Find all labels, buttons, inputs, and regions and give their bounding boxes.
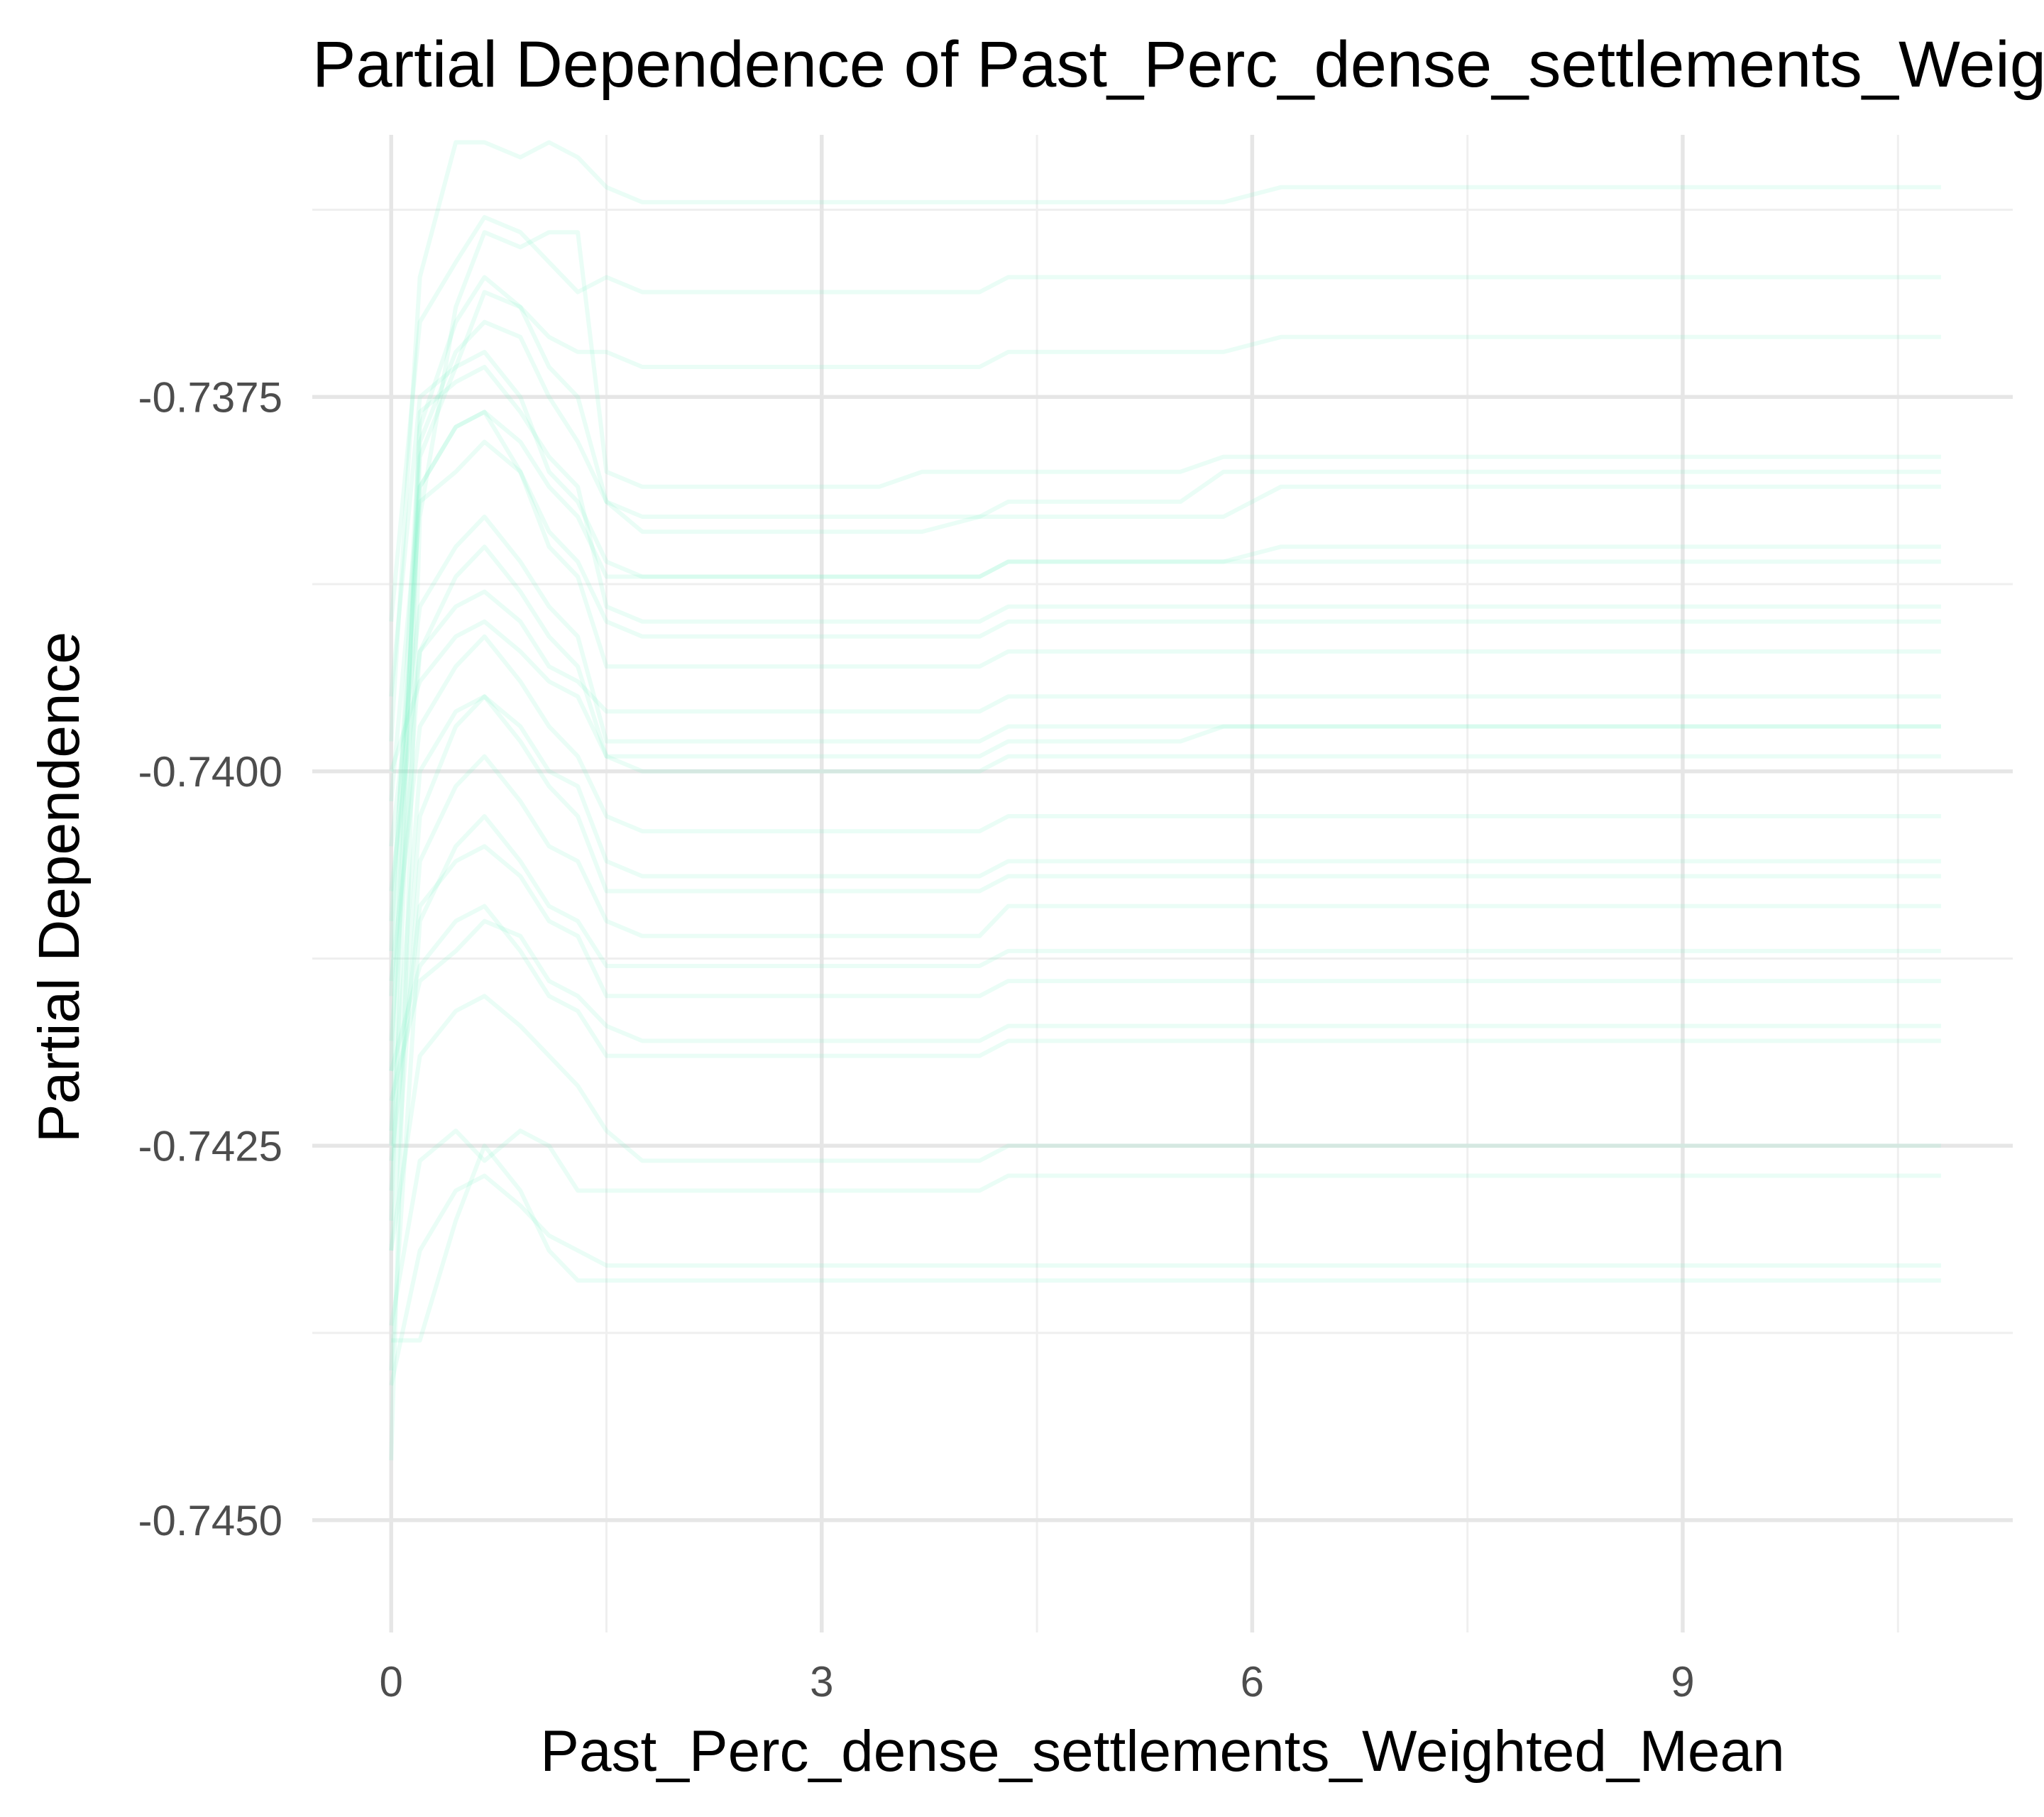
ice-curve-25 bbox=[389, 994, 1941, 1251]
x-tick-label: 6 bbox=[1241, 1658, 1264, 1706]
minor-gridlines bbox=[312, 135, 2013, 1632]
ice-curve-6 bbox=[389, 410, 1941, 997]
y-tick-label: -0.7450 bbox=[138, 1497, 283, 1544]
ice-curve-8 bbox=[389, 515, 1941, 847]
ice-curve-11 bbox=[389, 694, 1941, 1191]
y-axis-ticks: -0.7375 -0.7400 -0.7425 -0.7450 bbox=[138, 373, 283, 1544]
ice-curve-19 bbox=[389, 140, 1941, 742]
ice-curve-2 bbox=[389, 290, 1941, 1221]
chart-title: Partial Dependence of Past_Perc_dense_se… bbox=[312, 28, 2044, 101]
ice-curve-4 bbox=[389, 349, 1941, 697]
x-tick-label: 0 bbox=[380, 1658, 403, 1706]
ice-curve-16 bbox=[389, 1129, 1941, 1327]
ice-curve-22 bbox=[389, 410, 1941, 802]
ice-curve-13 bbox=[389, 814, 1941, 1371]
ice-curve-20 bbox=[389, 215, 1941, 622]
ice-curve-3 bbox=[389, 319, 1941, 1071]
major-gridlines bbox=[312, 135, 2013, 1632]
ice-curve-5 bbox=[389, 365, 1941, 1146]
y-tick-label: -0.7425 bbox=[138, 1122, 283, 1170]
ice-curve-7 bbox=[389, 439, 1941, 921]
x-tick-label: 3 bbox=[810, 1658, 833, 1706]
ice-curve-1 bbox=[389, 230, 1941, 1461]
y-tick-label: -0.7400 bbox=[138, 748, 283, 796]
y-tick-label: -0.7375 bbox=[138, 373, 283, 421]
ice-curve-12 bbox=[389, 754, 1941, 1251]
ice-curve-14 bbox=[389, 844, 1941, 1161]
ice-curves bbox=[389, 140, 1941, 1461]
ice-curve-18 bbox=[389, 1173, 1941, 1386]
x-axis-ticks: 0 3 6 9 bbox=[380, 1658, 1695, 1706]
ice-curve-21 bbox=[389, 275, 1941, 952]
ice-curve-27 bbox=[389, 694, 1941, 1131]
ice-curve-26 bbox=[389, 589, 1941, 891]
y-axis-title: Partial Dependence bbox=[27, 632, 92, 1143]
ice-curve-10 bbox=[389, 619, 1941, 772]
ice-curve-9 bbox=[389, 544, 1941, 1041]
x-tick-label: 9 bbox=[1671, 1658, 1694, 1706]
ice-curve-15 bbox=[389, 904, 1941, 1072]
ice-curve-23 bbox=[389, 634, 1941, 982]
x-axis-title: Past_Perc_dense_settlements_Weighted_Mea… bbox=[540, 1719, 1784, 1784]
ice-curve-24 bbox=[389, 918, 1941, 1102]
ice-curve-17 bbox=[391, 1143, 1941, 1343]
